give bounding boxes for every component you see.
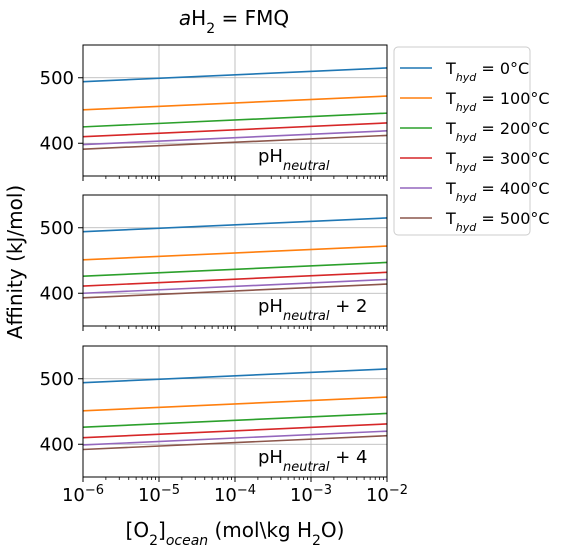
series-line-100°C xyxy=(82,95,388,111)
y-tick-label: 400 xyxy=(40,283,74,304)
series-line-200°C xyxy=(82,112,388,128)
panel-2: 400 500 pHneutral + 2 xyxy=(40,194,388,331)
series-line-400°C xyxy=(82,430,388,446)
series-line-500°C xyxy=(82,134,388,150)
panel-annotation: pHneutral xyxy=(258,146,330,174)
series-line-400°C xyxy=(82,130,388,146)
y-axis-title: Affinity (kJ/mol) xyxy=(3,185,27,339)
x-tick-label: 10−4 xyxy=(214,483,256,507)
y-tick-label: 400 xyxy=(40,133,74,154)
series-line-300°C xyxy=(82,271,388,287)
series-line-0°C xyxy=(82,368,388,384)
x-tick-label: 10−3 xyxy=(290,483,332,507)
series-line-100°C xyxy=(82,396,388,412)
legend-entry: Thyd = 0°C xyxy=(445,59,529,84)
chart-title: aH2 = FMQ xyxy=(179,6,289,37)
x-axis-title: [O2]ocean (mol\kg H2O) xyxy=(126,518,345,549)
legend-entry: Thyd = 500°C xyxy=(445,209,550,234)
x-tick-label: 10−6 xyxy=(62,483,104,507)
series-line-400°C xyxy=(82,278,388,295)
x-tick-label: 10−2 xyxy=(366,483,408,507)
series-line-300°C xyxy=(82,423,388,439)
panel-1: 400 500 pHneutral xyxy=(40,44,388,181)
x-tick-label: 10−5 xyxy=(138,483,180,507)
series-line-200°C xyxy=(82,261,388,278)
y-tick-label: 400 xyxy=(40,434,74,455)
legend-entry: Thyd = 400°C xyxy=(445,179,550,204)
series-line-500°C xyxy=(82,434,388,451)
series-line-300°C xyxy=(82,122,388,138)
series-line-200°C xyxy=(82,412,388,429)
series-line-0°C xyxy=(82,67,388,83)
series-line-0°C xyxy=(82,217,388,233)
panel-annotation: pHneutral + 2 xyxy=(258,296,367,324)
legend-entry: Thyd = 300°C xyxy=(445,149,550,174)
y-tick-label: 500 xyxy=(40,369,74,390)
panel-3: 400 500 pHneutral + 4 xyxy=(40,345,388,482)
legend-entry: Thyd = 100°C xyxy=(445,89,550,114)
series-line-500°C xyxy=(82,283,388,299)
panel-annotation: pHneutral + 4 xyxy=(258,447,367,475)
legend-entry: Thyd = 200°C xyxy=(445,119,550,144)
y-tick-label: 500 xyxy=(40,218,74,239)
legend: Thyd = 0°C Thyd = 100°C Thyd = 200°C Thyd =… xyxy=(393,46,550,236)
y-tick-label: 500 xyxy=(40,68,74,89)
series-line-100°C xyxy=(82,245,388,261)
